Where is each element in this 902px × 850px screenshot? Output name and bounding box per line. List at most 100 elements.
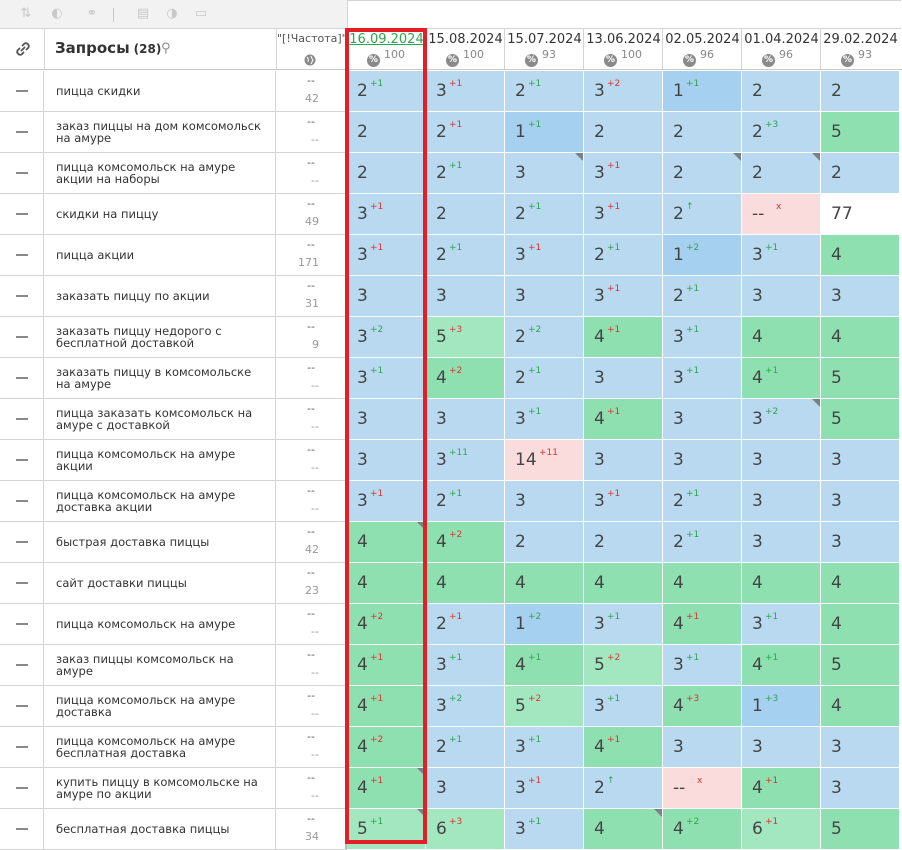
position-cell[interactable]: 2 +1 bbox=[426, 481, 505, 522]
position-cell[interactable]: -- x bbox=[663, 768, 742, 809]
position-cell[interactable]: 3 bbox=[821, 768, 900, 809]
position-cell[interactable]: 5 +2 bbox=[505, 686, 584, 727]
queries-header[interactable]: Запросы (28) bbox=[55, 39, 161, 57]
position-cell[interactable]: 5 bbox=[821, 358, 900, 399]
date-label[interactable]: 13.06.2024 bbox=[586, 32, 661, 47]
position-cell[interactable]: 4 bbox=[347, 522, 426, 563]
position-cell[interactable]: 2 bbox=[663, 153, 742, 194]
position-cell[interactable]: 3 +2 bbox=[742, 399, 821, 440]
position-cell[interactable]: 3 bbox=[821, 276, 900, 317]
position-cell[interactable]: 5 bbox=[821, 112, 900, 153]
date-label[interactable]: 15.07.2024 bbox=[507, 32, 582, 47]
query-text[interactable]: заказ пиццы на дом комсомольск на амуре bbox=[44, 112, 276, 153]
query-text[interactable]: заказать пиццу по акции bbox=[44, 276, 276, 317]
position-cell[interactable]: 2 +1 bbox=[663, 522, 742, 563]
position-cell[interactable]: 4 +1 bbox=[742, 645, 821, 686]
position-cell[interactable]: 3 +2 bbox=[347, 317, 426, 358]
position-cell[interactable]: 3 bbox=[505, 481, 584, 522]
position-cell[interactable]: 3 bbox=[663, 727, 742, 768]
row-toggle[interactable] bbox=[0, 71, 44, 112]
toggle-icon[interactable]: ◐ bbox=[51, 6, 63, 21]
position-cell[interactable]: 2 +1 bbox=[347, 71, 426, 112]
position-cell[interactable]: 3 bbox=[663, 399, 742, 440]
position-cell[interactable]: 4 +2 bbox=[663, 809, 742, 850]
position-cell[interactable]: 4 +1 bbox=[742, 768, 821, 809]
position-cell[interactable]: 2 bbox=[821, 153, 900, 194]
position-cell[interactable]: 4 +2 bbox=[426, 358, 505, 399]
position-cell[interactable]: 1 +2 bbox=[505, 604, 584, 645]
position-cell[interactable]: -- x bbox=[742, 194, 821, 235]
query-text[interactable]: пицца комсомольск на амуре бесплатная до… bbox=[44, 727, 276, 768]
position-cell[interactable]: 3 bbox=[821, 522, 900, 563]
position-cell[interactable]: 2 +1 bbox=[505, 358, 584, 399]
row-toggle[interactable] bbox=[0, 317, 44, 358]
position-cell[interactable]: 3 bbox=[821, 481, 900, 522]
table-icon[interactable]: ▤ bbox=[136, 6, 150, 21]
position-cell[interactable]: 6 +1 bbox=[742, 809, 821, 850]
position-cell[interactable]: 3 bbox=[742, 481, 821, 522]
position-cell[interactable]: 4 +1 bbox=[663, 604, 742, 645]
position-cell[interactable]: 3 +1 bbox=[347, 235, 426, 276]
position-cell[interactable]: 3 bbox=[742, 276, 821, 317]
position-cell[interactable]: 2 bbox=[584, 112, 663, 153]
position-cell[interactable]: 3 +1 bbox=[663, 645, 742, 686]
position-cell[interactable]: 3 bbox=[347, 276, 426, 317]
query-text[interactable]: сайт доставки пиццы bbox=[44, 563, 276, 604]
position-cell[interactable]: 2 +1 bbox=[426, 727, 505, 768]
position-cell[interactable]: 3 +1 bbox=[347, 358, 426, 399]
position-cell[interactable]: 4 +1 bbox=[505, 645, 584, 686]
query-text[interactable]: заказать пиццу недорого с бесплатной дос… bbox=[44, 317, 276, 358]
sort-icon[interactable]: ⇅ bbox=[20, 6, 32, 21]
position-cell[interactable]: 2 +1 bbox=[426, 235, 505, 276]
position-cell[interactable]: 4 bbox=[663, 563, 742, 604]
position-cell[interactable]: 4 bbox=[347, 563, 426, 604]
date-column-header[interactable]: 29.02.2024% 93 bbox=[820, 29, 900, 70]
position-cell[interactable]: 6 +3 bbox=[426, 809, 505, 850]
row-toggle[interactable] bbox=[0, 235, 44, 276]
position-cell[interactable]: 3 bbox=[821, 440, 900, 481]
position-cell[interactable]: 3 +1 bbox=[505, 809, 584, 850]
query-text[interactable]: пицца акции bbox=[44, 235, 276, 276]
position-cell[interactable]: 3 bbox=[742, 440, 821, 481]
position-cell[interactable]: 3 +1 bbox=[742, 604, 821, 645]
query-text[interactable]: пицца комсомольск на амуре доставка bbox=[44, 686, 276, 727]
position-cell[interactable]: 3 +1 bbox=[584, 276, 663, 317]
position-cell[interactable]: 3 +1 bbox=[584, 153, 663, 194]
position-cell[interactable]: 4 +1 bbox=[347, 645, 426, 686]
position-cell[interactable]: 2 +1 bbox=[505, 194, 584, 235]
position-cell[interactable]: 4 +2 bbox=[347, 727, 426, 768]
row-toggle[interactable] bbox=[0, 440, 44, 481]
frequency-header[interactable]: "[!Частота]" bbox=[277, 32, 347, 45]
query-text[interactable]: скидки на пиццу bbox=[44, 194, 276, 235]
row-toggle[interactable] bbox=[0, 194, 44, 235]
position-cell[interactable]: 1 +3 bbox=[742, 686, 821, 727]
link-icon[interactable] bbox=[14, 40, 32, 58]
date-label[interactable]: 29.02.2024 bbox=[823, 32, 898, 47]
position-cell[interactable]: 3 +1 bbox=[505, 235, 584, 276]
position-cell[interactable]: 4 +1 bbox=[347, 686, 426, 727]
query-text[interactable]: пицца скидки bbox=[44, 71, 276, 112]
position-cell[interactable]: 5 bbox=[821, 645, 900, 686]
position-cell[interactable]: 77 bbox=[821, 194, 900, 235]
position-cell[interactable]: 2 +1 bbox=[584, 235, 663, 276]
position-cell[interactable]: 1 +1 bbox=[663, 71, 742, 112]
position-cell[interactable]: 3 +1 bbox=[505, 727, 584, 768]
position-cell[interactable]: 4 +1 bbox=[584, 727, 663, 768]
position-cell[interactable]: 4 bbox=[584, 809, 663, 850]
position-cell[interactable]: 2 +1 bbox=[663, 276, 742, 317]
position-cell[interactable]: 4 bbox=[821, 604, 900, 645]
position-cell[interactable]: 2 +1 bbox=[663, 481, 742, 522]
position-cell[interactable]: 3 +1 bbox=[426, 71, 505, 112]
position-cell[interactable]: 1 +1 bbox=[505, 112, 584, 153]
position-cell[interactable]: 3 +1 bbox=[584, 194, 663, 235]
position-cell[interactable]: 3 +11 bbox=[426, 440, 505, 481]
position-cell[interactable]: 3 bbox=[426, 768, 505, 809]
text-icon[interactable]: ▭ bbox=[194, 6, 208, 21]
query-text[interactable]: пицца комсомольск на амуре акции на набо… bbox=[44, 153, 276, 194]
position-cell[interactable]: 3 +1 bbox=[663, 317, 742, 358]
position-cell[interactable]: 3 +1 bbox=[505, 399, 584, 440]
position-cell[interactable]: 4 +2 bbox=[426, 522, 505, 563]
position-cell[interactable]: 4 +1 bbox=[347, 768, 426, 809]
row-toggle[interactable] bbox=[0, 563, 44, 604]
date-column-header[interactable]: 02.05.2024% 96 bbox=[662, 29, 742, 70]
